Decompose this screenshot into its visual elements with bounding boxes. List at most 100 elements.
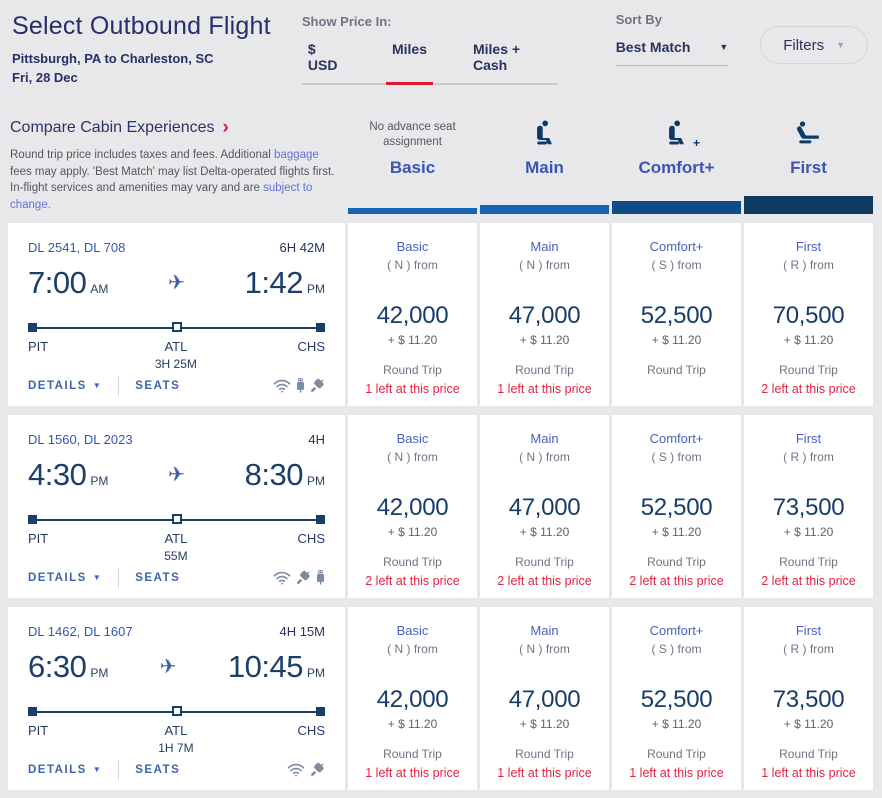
fare-availability xyxy=(612,382,741,397)
fare-miles: 42,000 xyxy=(376,301,449,329)
fare-cell-comfort[interactable]: Comfort+ ( S ) from 52,500 + $ 11.20 Rou… xyxy=(612,414,741,598)
fare-cell-main[interactable]: Main ( N ) from 47,000 + $ 11.20 Round T… xyxy=(480,414,609,598)
fare-cell-first[interactable]: First ( R ) from 70,500 + $ 11.20 Round … xyxy=(744,222,873,406)
seats-label: SEATS xyxy=(135,571,181,584)
fare-trip-type: Round Trip xyxy=(647,554,706,569)
seat-plus-icon: + xyxy=(663,119,700,152)
flight-duration: 4H 15M xyxy=(279,623,325,639)
fare-cell-comfort[interactable]: Comfort+ ( S ) from 52,500 + $ 11.20 Rou… xyxy=(612,606,741,790)
fare-cell-main[interactable]: Main ( N ) from 47,000 + $ 11.20 Round T… xyxy=(480,222,609,406)
arrive-meridiem: PM xyxy=(306,473,325,488)
fare-cash: + $ 11.20 xyxy=(387,332,438,347)
fare-cash: + $ 11.20 xyxy=(651,716,702,731)
fare-trip-type: Round Trip xyxy=(779,746,838,761)
fare-miles: 47,000 xyxy=(508,493,581,521)
disclaimer-text: Round trip price includes taxes and fees… xyxy=(10,149,275,161)
arrive-meridiem: PM xyxy=(306,281,325,296)
seat-recline-icon xyxy=(794,119,824,152)
cabin-column-comfort: + Comfort+ xyxy=(612,96,741,214)
fare-cash: + $ 11.20 xyxy=(519,524,570,539)
sort-dropdown[interactable]: Best Match ▼ xyxy=(615,39,729,66)
filters-button[interactable]: Filters ▼ xyxy=(760,26,868,64)
fare-class: ( R ) from xyxy=(783,257,834,272)
fare-miles: 47,000 xyxy=(508,685,581,713)
price-toggle-tabs: $ USD Miles Miles + Cash xyxy=(301,41,558,85)
route-line xyxy=(28,705,325,716)
fare-trip-type: Round Trip xyxy=(647,362,706,377)
fare-availability: 2 left at this price xyxy=(365,573,460,588)
origin-code: PIT xyxy=(28,338,49,354)
depart-time: 6:30 xyxy=(28,648,87,684)
fare-cabin-label: Basic xyxy=(396,238,429,254)
fare-cash: + $ 11.20 xyxy=(519,716,570,731)
wifi-icon xyxy=(287,763,305,777)
compare-cabin-link[interactable]: Compare Cabin Experiences › xyxy=(10,118,341,137)
baggage-link[interactable]: baggage xyxy=(274,149,319,161)
fare-trip-type: Round Trip xyxy=(383,362,442,377)
flight-card: DL 1462, DL 1607 4H 15M 6:30 PM ✈ 10:45 PM… xyxy=(8,606,345,790)
fare-disclaimer: Round trip price includes taxes and fees… xyxy=(10,147,341,214)
seats-button[interactable]: SEATS xyxy=(135,380,180,392)
subject-to-change-link[interactable]: subject to change. xyxy=(10,182,313,212)
tab-usd[interactable]: $ USD xyxy=(307,41,338,73)
details-button[interactable]: DETAILS ▼ xyxy=(28,380,102,392)
fare-class: ( R ) from xyxy=(783,449,834,464)
plane-icon: ✈ xyxy=(168,464,185,487)
arrive-time: 8:30 xyxy=(244,456,304,492)
power-icon xyxy=(296,570,311,585)
fare-cabin-label: Basic xyxy=(396,622,429,638)
tab-miles-cash[interactable]: Miles + Cash xyxy=(472,41,521,73)
fare-cabin-label: Comfort+ xyxy=(649,238,704,254)
caret-down-icon: ▼ xyxy=(92,573,103,583)
price-toggle-group: Show Price In: $ USD Miles Miles + Cash xyxy=(301,14,558,96)
details-label: DETAILS xyxy=(28,571,87,584)
fare-cabin-label: Main xyxy=(530,622,559,638)
fare-miles: 70,500 xyxy=(772,301,845,329)
route-line xyxy=(28,513,325,524)
fare-availability: 1 left at this price xyxy=(365,381,460,396)
details-button[interactable]: DETAILS ▼ xyxy=(28,572,102,584)
route-summary: Pittsburgh, PA to Charleston, SC xyxy=(12,51,214,66)
tab-miles[interactable]: Miles xyxy=(385,41,433,85)
plus-glyph: + xyxy=(692,136,700,150)
fare-cell-first[interactable]: First ( R ) from 73,500 + $ 11.20 Round … xyxy=(744,414,873,598)
fare-miles: 52,500 xyxy=(640,493,713,521)
fare-cabin-label: First xyxy=(795,622,822,638)
price-toggle-label: Show Price In: xyxy=(301,14,392,29)
fare-cell-basic[interactable]: Basic ( N ) from 42,000 + $ 11.20 Round … xyxy=(348,414,477,598)
fare-cabin-label: First xyxy=(795,238,822,254)
flight-duration: 6H 42M xyxy=(279,239,325,255)
arrive-time: 10:45 xyxy=(227,648,304,684)
fare-cash: + $ 11.20 xyxy=(651,332,702,347)
fare-cell-comfort[interactable]: Comfort+ ( S ) from 52,500 + $ 11.20 Rou… xyxy=(612,222,741,406)
fare-trip-type: Round Trip xyxy=(647,746,706,761)
fare-availability: 1 left at this price xyxy=(365,765,460,780)
fare-class: ( S ) from xyxy=(651,257,702,272)
stop-code: ATL xyxy=(164,722,188,738)
destination-code: CHS xyxy=(297,530,325,546)
plane-icon: ✈ xyxy=(159,656,177,679)
filters-label: Filters xyxy=(783,36,825,54)
fare-availability: 1 left at this price xyxy=(497,765,592,780)
fare-cell-main[interactable]: Main ( N ) from 47,000 + $ 11.20 Round T… xyxy=(480,606,609,790)
power-icon xyxy=(310,378,325,393)
fare-cell-first[interactable]: First ( R ) from 73,500 + $ 11.20 Round … xyxy=(744,606,873,790)
fare-class: ( N ) from xyxy=(387,257,438,272)
fare-availability: 2 left at this price xyxy=(761,381,856,396)
fare-cell-basic[interactable]: Basic ( N ) from 42,000 + $ 11.20 Round … xyxy=(348,606,477,790)
fare-availability: 1 left at this price xyxy=(761,765,856,780)
seats-button[interactable]: SEATS xyxy=(135,572,180,584)
fare-cell-basic[interactable]: Basic ( N ) from 42,000 + $ 11.20 Round … xyxy=(348,222,477,406)
fare-cash: + $ 11.20 xyxy=(783,332,834,347)
fare-class: ( N ) from xyxy=(387,641,438,656)
fare-cash: + $ 11.20 xyxy=(783,524,834,539)
fare-trip-type: Round Trip xyxy=(383,554,442,569)
fare-trip-type: Round Trip xyxy=(779,554,838,569)
results-grid: Compare Cabin Experiences › Round trip p… xyxy=(0,96,882,798)
page-header: Select Outbound Flight Pittsburgh, PA to… xyxy=(0,0,882,96)
fare-trip-type: Round Trip xyxy=(515,362,574,377)
fare-availability: 1 left at this price xyxy=(629,765,724,780)
usb-icon xyxy=(316,570,325,585)
arrive-meridiem: PM xyxy=(307,665,325,680)
travel-date: Fri, 28 Dec xyxy=(12,70,78,85)
